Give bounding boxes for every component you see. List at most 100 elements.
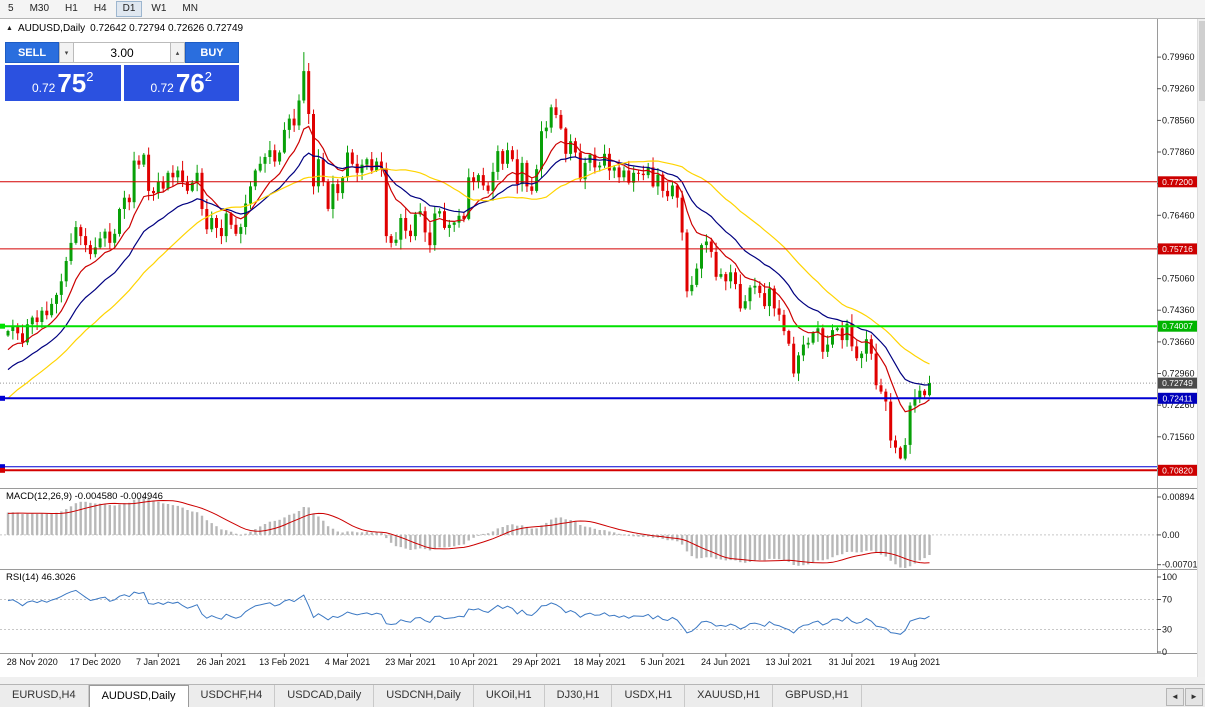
macd-values: -0.004580 -0.004946 [74,491,163,502]
svg-text:29 Apr 2021: 29 Apr 2021 [512,657,561,667]
chart-tab-GBPUSD,H1[interactable]: GBPUSD,H1 [773,685,862,707]
timeframe-toolbar: 5 M30 H1 H4 D1 W1 MN [0,0,1205,19]
chart-tab-USDCNH,Daily[interactable]: USDCNH,Daily [374,685,474,707]
macd-title: MACD(12,26,9) [6,491,72,502]
hline-handle[interactable] [0,395,5,401]
buy-button[interactable]: BUY [185,42,239,63]
buy-price-button[interactable]: 0.72 76 2 [123,65,239,101]
hline-handle[interactable] [0,323,5,329]
time-axis: 28 Nov 2020 17 Dec 2020 7 Jan 2021 26 Jan 2… [7,653,941,667]
chart-ohlc-values: 0.72642 0.72794 0.72626 0.72749 [90,23,244,34]
chart-tab-USDCHF,H4[interactable]: USDCHF,H4 [188,685,276,707]
hline-handle[interactable] [0,467,5,473]
svg-text:30: 30 [1162,625,1172,635]
tabs-scroll-left-button[interactable]: ◄ [1166,687,1184,706]
svg-text:28 Nov 2020: 28 Nov 2020 [7,657,58,667]
chart-tab-UKOil,H1[interactable]: UKOil,H1 [473,685,545,707]
lots-decrease-button[interactable]: ▾ [59,42,74,63]
price-badge-0.77200 [1158,176,1197,188]
chart-tabs: EURUSD,H4 AUDUSD,Daily USDCHF,H4 USDCAD,Dai… [0,685,862,707]
svg-text:23 Mar 2021: 23 Mar 2021 [385,657,436,667]
indicator-axis-ticks: 0.00894 0.00 -0.00701 100 70 30 0 [1157,492,1198,657]
one-click-collapse-icon[interactable]: ▲ [6,25,13,32]
svg-text:0.71560: 0.71560 [1162,432,1195,442]
svg-text:0.76460: 0.76460 [1162,210,1195,220]
sell-price-button[interactable]: 0.72 75 2 [5,65,121,101]
rsi-title: RSI(14) [6,572,39,583]
ask-price-small: 0.72 [150,80,174,95]
scrollbar-thumb[interactable] [1199,21,1205,101]
bid-price-sup: 2 [86,69,94,84]
svg-text:-0.00701: -0.00701 [1162,560,1198,570]
chart-title: ▲ AUDUSD,Daily 0.72642 0.72794 0.72626 0… [6,23,243,34]
one-click-price-row: 0.72 75 2 0.72 76 2 [5,65,239,101]
svg-text:0.77860: 0.77860 [1162,147,1195,157]
svg-text:24 Jun 2021: 24 Jun 2021 [701,657,751,667]
svg-text:70: 70 [1162,595,1172,605]
price-badge-0.74007 [1158,320,1197,332]
ask-price-big: 76 [175,68,205,98]
price-badge-0.70820 [1158,464,1197,476]
svg-text:0.72411: 0.72411 [1162,393,1192,403]
svg-text:19 Aug 2021: 19 Aug 2021 [890,657,941,667]
hline-handle[interactable] [0,464,5,470]
price-axis-ticks: 0.799600.792600.785600.778600.771600.764… [1157,52,1195,474]
ma-mid-line [7,152,930,386]
svg-text:0.73660: 0.73660 [1162,337,1195,347]
ask-price-sup: 2 [204,69,212,84]
chart-tab-XAUUSD,H1[interactable]: XAUUSD,H1 [685,685,774,707]
chart-tab-USDX,H1[interactable]: USDX,H1 [612,685,686,707]
macd-histogram [6,496,931,568]
svg-text:7 Jan 2021: 7 Jan 2021 [136,657,181,667]
svg-text:17 Dec 2020: 17 Dec 2020 [70,657,121,667]
timeframe-button-D1[interactable]: D1 [115,1,143,17]
svg-text:0.77200: 0.77200 [1162,177,1193,187]
bid-price-small: 0.72 [31,80,56,95]
lots-increase-button[interactable]: ▴ [170,42,185,63]
svg-text:10 Apr 2021: 10 Apr 2021 [449,657,498,667]
chart-tab-USDCAD,Daily[interactable]: USDCAD,Daily [275,685,375,707]
chart-plot-area[interactable] [0,19,1157,653]
svg-text:100: 100 [1162,572,1177,582]
sell-button[interactable]: SELL [5,42,59,63]
svg-text:0.72260: 0.72260 [1162,400,1195,410]
macd-signal-line [7,499,930,564]
svg-text:0.78560: 0.78560 [1162,115,1195,125]
one-click-trading-panel: SELL ▾ ▴ BUY 0.72 75 2 0.72 76 2 [5,42,239,101]
svg-text:0.75060: 0.75060 [1162,274,1195,284]
timeframe-button-H1[interactable]: H1 [58,1,85,17]
chart-symbol-label: AUDUSD,Daily [17,23,86,34]
svg-text:0.75716: 0.75716 [1162,244,1193,254]
svg-text:0.74360: 0.74360 [1162,305,1195,315]
svg-text:26 Jan 2021: 26 Jan 2021 [197,657,247,667]
timeframe-button-W1[interactable]: W1 [144,1,173,17]
vertical-scrollbar[interactable] [1197,19,1205,677]
tabs-scroll-right-button[interactable]: ► [1185,687,1203,706]
svg-text:31 Jul 2021: 31 Jul 2021 [829,657,876,667]
rsi-label: RSI(14) 46.3026 [6,572,76,583]
svg-text:13 Feb 2021: 13 Feb 2021 [259,657,310,667]
svg-text:0.72960: 0.72960 [1162,369,1195,379]
svg-text:18 May 2021: 18 May 2021 [574,657,626,667]
price-badge-0.72411 [1158,392,1197,404]
timeframe-button-M30[interactable]: M30 [23,1,56,17]
timeframe-button-MN[interactable]: MN [175,1,205,17]
price-badge-0.75716 [1158,243,1197,255]
svg-text:0.00: 0.00 [1162,530,1180,540]
timeframe-button-5[interactable]: 5 [1,1,21,17]
macd-label: MACD(12,26,9) -0.004580 -0.004946 [6,491,163,502]
tab-scroll-buttons: ◄ ► [1166,685,1205,707]
chart-window [0,19,1197,677]
svg-text:0.79260: 0.79260 [1162,84,1195,94]
svg-text:0.74007: 0.74007 [1162,321,1193,331]
chart-tab-AUDUSD,Daily[interactable]: AUDUSD,Daily [88,685,189,707]
chart-tab-bar: EURUSD,H4 AUDUSD,Daily USDCHF,H4 USDCAD,Dai… [0,684,1205,707]
bid-price-big: 75 [57,68,87,98]
svg-text:0.72749: 0.72749 [1162,378,1193,388]
timeframe-button-H4[interactable]: H4 [87,1,114,17]
chart-tab-EURUSD,H4[interactable]: EURUSD,H4 [0,685,89,707]
chart-tab-DJ30,H1[interactable]: DJ30,H1 [544,685,613,707]
lots-input[interactable] [74,42,170,63]
svg-text:4 Mar 2021: 4 Mar 2021 [325,657,371,667]
